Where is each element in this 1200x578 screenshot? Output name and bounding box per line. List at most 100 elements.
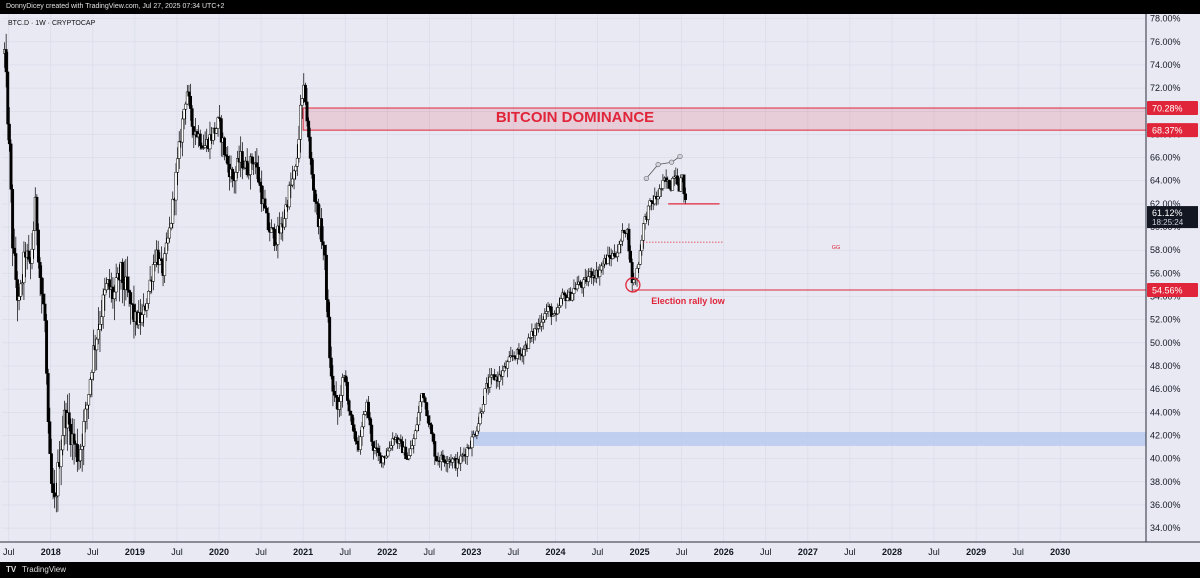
candle-body	[446, 460, 450, 464]
candle-body	[653, 196, 657, 205]
candle-body	[263, 198, 267, 209]
candle-body	[551, 314, 555, 317]
candle-body	[566, 297, 569, 302]
candle-body	[72, 433, 76, 444]
candle-body	[67, 412, 71, 425]
candle-body	[234, 172, 238, 182]
candle-body	[92, 345, 95, 373]
x-tick-label: Jul	[171, 547, 183, 557]
credit-bar: DonnyDicey created with TradingView.com,…	[0, 0, 1200, 14]
candle-body	[202, 147, 205, 149]
candle-body	[43, 303, 47, 321]
candle-body	[443, 459, 446, 463]
time-axis-background	[0, 542, 1200, 562]
badge-70-28-bg	[1147, 101, 1198, 116]
x-tick-label: Jul	[676, 547, 688, 557]
candle-body	[562, 292, 566, 296]
candle-body	[535, 328, 539, 330]
candle-body	[75, 443, 79, 462]
candle-body	[104, 283, 108, 291]
candle-body	[606, 254, 610, 264]
candle-body	[430, 424, 434, 434]
candle-body	[617, 244, 621, 254]
candle-body	[334, 395, 338, 398]
candle-body	[200, 145, 204, 149]
candle-body	[291, 178, 294, 186]
y-tick-label: 44.00%	[1150, 407, 1181, 417]
y-tick-label: 78.00%	[1150, 14, 1181, 24]
candle-body	[659, 188, 663, 190]
candle-body	[223, 137, 226, 155]
candle-body	[389, 445, 393, 449]
candle-body	[40, 277, 44, 295]
candle-body	[192, 126, 196, 136]
candle-body	[303, 84, 307, 103]
candle-body	[399, 439, 403, 442]
candle-body	[540, 321, 544, 327]
candle-body	[236, 158, 239, 173]
candle-body	[507, 356, 511, 362]
credit-text: DonnyDicey created with TradingView.com,…	[6, 3, 225, 10]
candle-body	[599, 265, 603, 271]
candle-body	[7, 123, 11, 145]
candle-body	[17, 296, 21, 301]
candle-body	[54, 495, 58, 498]
x-tick-label: Jul	[760, 547, 772, 557]
candle-body	[475, 430, 479, 436]
candle-body	[488, 376, 492, 388]
candle-body	[12, 247, 16, 254]
x-tick-label: Jul	[844, 547, 856, 557]
candle-body	[300, 98, 304, 106]
candle-body	[190, 108, 194, 127]
candle-body	[664, 177, 668, 182]
candle-body	[684, 193, 688, 200]
candle-body	[101, 294, 105, 318]
candle-body	[88, 379, 92, 395]
candle-body	[451, 458, 455, 463]
support-zone	[471, 432, 1146, 446]
candle-body	[100, 316, 104, 325]
badge-68-37: 68.37%	[1152, 126, 1183, 136]
candle-body	[559, 298, 563, 307]
candle-body	[368, 417, 372, 426]
x-tick-label: 2027	[798, 547, 818, 557]
candle-body	[331, 375, 335, 392]
candle-body	[360, 426, 364, 438]
candle-body	[30, 248, 34, 264]
candle-body	[412, 438, 416, 446]
y-tick-label: 48.00%	[1150, 361, 1181, 371]
candle-body	[635, 268, 639, 279]
x-tick-label: 2024	[545, 547, 565, 557]
candle-body	[297, 139, 301, 159]
x-tick-label: 2025	[630, 547, 650, 557]
candle-body	[478, 412, 482, 425]
candle-body	[405, 458, 409, 460]
candle-body	[130, 303, 134, 305]
candle-body	[187, 91, 191, 97]
candle-body	[355, 440, 359, 445]
candle-body	[45, 320, 49, 374]
candle-body	[637, 264, 641, 269]
x-tick-label: Jul	[339, 547, 351, 557]
candle-body	[346, 381, 349, 401]
candle-body	[370, 424, 374, 442]
candle-body	[337, 401, 341, 410]
candle-body	[656, 196, 660, 200]
candle-body	[648, 200, 652, 207]
candle-body	[208, 134, 212, 150]
candle-body	[333, 391, 336, 396]
candle-body	[384, 455, 388, 459]
candle-body	[307, 120, 311, 138]
candle-body	[483, 388, 487, 405]
candle-body	[376, 448, 380, 453]
candle-body	[321, 241, 325, 246]
candle-body	[279, 223, 283, 234]
y-tick-label: 40.00%	[1150, 454, 1181, 464]
candle-body	[294, 166, 298, 172]
candle-body	[682, 174, 686, 195]
price-chart[interactable]: 34.00% 36.00% 38.00% 40.00% 42.00% 44.00% 46.0…	[0, 14, 1200, 562]
candle-body	[224, 154, 228, 157]
candle-body	[164, 242, 168, 254]
candle-body	[582, 279, 586, 289]
candle-body	[650, 200, 654, 202]
